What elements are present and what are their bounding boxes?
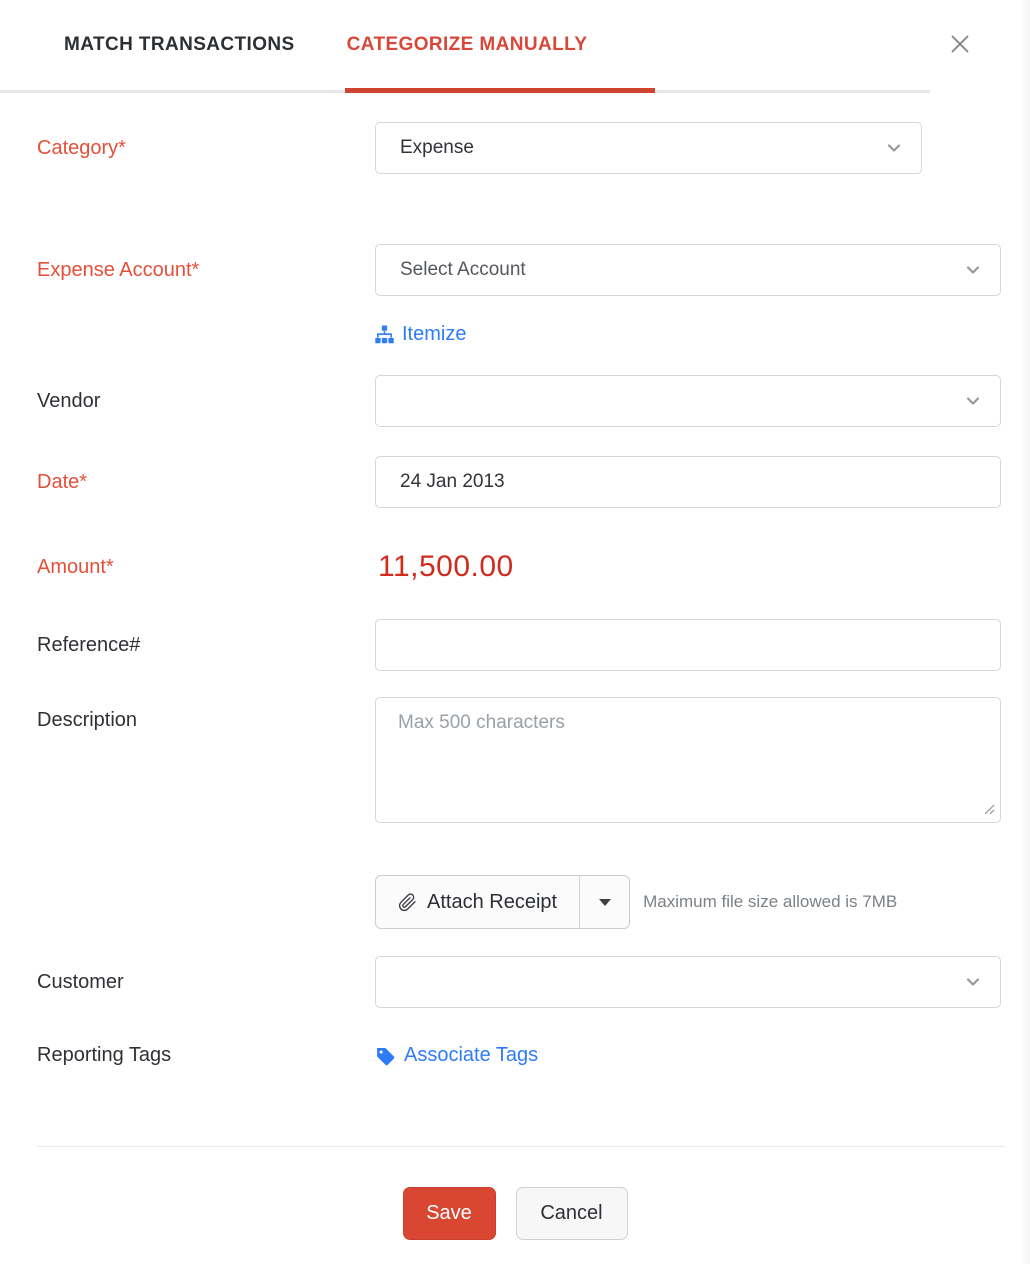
customer-label: Customer — [37, 970, 124, 993]
vendor-label: Vendor — [37, 389, 101, 412]
description-textarea[interactable] — [375, 697, 1001, 823]
attachment-helper-text: Maximum file size allowed is 7MB — [643, 892, 898, 911]
footer-divider — [37, 1146, 1005, 1147]
description-row: Description — [0, 697, 1030, 823]
category-select[interactable]: Expense — [375, 122, 922, 174]
attach-receipt-row: Attach Receipt Maximum file size allowed… — [0, 875, 1030, 929]
amount-value: 11,500.00 — [378, 550, 514, 583]
category-label: Category* — [37, 136, 126, 159]
attach-options-dropdown-button[interactable] — [579, 876, 629, 928]
customer-select[interactable] — [375, 956, 1001, 1008]
amount-row: Amount* 11,500.00 — [0, 542, 1030, 592]
itemize-link[interactable]: Itemize — [375, 323, 466, 346]
reporting-tags-label: Reporting Tags — [37, 1043, 172, 1066]
reporting-tags-row: Reporting Tags Associate Tags — [0, 1040, 1030, 1070]
attach-receipt-button[interactable]: Attach Receipt — [376, 876, 579, 928]
attach-receipt-split-button: Attach Receipt — [375, 875, 631, 929]
vendor-select[interactable] — [375, 375, 1001, 427]
expense-account-row: Expense Account* Select Account — [0, 244, 1030, 296]
caret-down-icon — [598, 898, 611, 906]
attach-receipt-label: Attach Receipt — [427, 890, 558, 913]
cancel-button[interactable]: Cancel — [515, 1187, 628, 1240]
reference-label: Reference# — [37, 633, 141, 656]
itemize-link-label: Itemize — [402, 322, 467, 345]
chevron-down-icon — [966, 266, 980, 274]
date-row: Date* — [0, 456, 1030, 508]
expense-account-placeholder: Select Account — [400, 259, 526, 280]
itemize-row: Itemize — [0, 322, 1030, 346]
save-button[interactable]: Save — [402, 1187, 496, 1240]
paperclip-icon — [398, 892, 416, 911]
reference-input[interactable] — [375, 619, 1001, 671]
amount-label: Amount* — [37, 555, 114, 578]
tag-icon — [377, 1047, 395, 1065]
tab-match-transactions[interactable]: MATCH TRANSACTIONS — [64, 34, 295, 55]
chevron-down-icon — [966, 978, 980, 986]
active-tab-underline — [345, 88, 655, 93]
date-label: Date* — [37, 470, 88, 493]
chevron-down-icon — [966, 397, 980, 405]
expense-account-select[interactable]: Select Account — [375, 244, 1001, 296]
vendor-row: Vendor — [0, 375, 1030, 427]
category-row: Category* Expense — [0, 122, 1030, 174]
itemize-hierarchy-icon — [375, 324, 394, 343]
close-icon[interactable] — [945, 30, 975, 60]
associate-tags-link[interactable]: Associate Tags — [375, 1044, 538, 1067]
reference-row: Reference# — [0, 619, 1030, 671]
associate-tags-label: Associate Tags — [404, 1043, 539, 1066]
tab-categorize-manually[interactable]: CATEGORIZE MANUALLY — [346, 34, 588, 55]
close-x-glyph — [951, 35, 969, 53]
date-input[interactable] — [375, 456, 1001, 508]
customer-row: Customer — [0, 956, 1030, 1008]
category-selected-value: Expense — [400, 137, 474, 158]
resize-handle-icon[interactable] — [982, 802, 996, 816]
expense-account-label: Expense Account* — [37, 258, 200, 281]
tab-bar: MATCH TRANSACTIONS CATEGORIZE MANUALLY — [0, 0, 1030, 93]
chevron-down-icon — [887, 144, 901, 152]
footer-actions: Save Cancel — [0, 1187, 1030, 1240]
description-label: Description — [37, 709, 138, 731]
